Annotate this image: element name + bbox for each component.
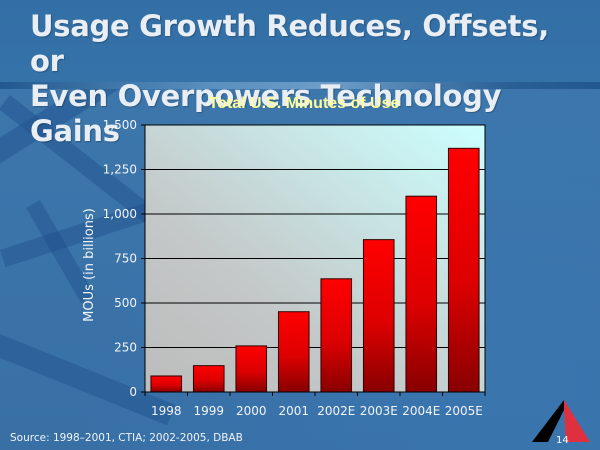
bar	[277, 311, 310, 393]
x-tick-label: 2004E	[402, 404, 440, 418]
x-tick-label: 2005E	[445, 404, 483, 418]
bar	[447, 147, 480, 393]
bar	[362, 239, 395, 393]
bar	[405, 195, 438, 393]
x-tick-label: 2002E	[317, 404, 355, 418]
bar	[192, 365, 225, 393]
y-tick-label: 1,500	[103, 118, 137, 132]
y-tick-label: 1,250	[103, 163, 137, 177]
x-tick-label: 1998	[151, 404, 182, 418]
x-tick-label: 2001	[278, 404, 309, 418]
bar	[235, 345, 268, 393]
slide-title-line-2: Even Overpowers Technology Gains	[30, 79, 502, 148]
chart-title: Total U.S. Minutes of Use	[208, 95, 400, 112]
x-tick-label: 2000	[236, 404, 267, 418]
x-tick-label: 2003E	[360, 404, 398, 418]
y-tick-label: 500	[114, 296, 137, 310]
y-tick-label: 0	[129, 385, 137, 399]
y-axis-title: MOUs (in billions)	[82, 208, 97, 322]
x-tick-label: 1999	[193, 404, 224, 418]
bar	[320, 278, 353, 393]
title-band	[0, 0, 600, 82]
y-tick-label: 750	[114, 252, 137, 266]
y-ticks: 0 250 500 750 1,000 1,250 1,500	[103, 118, 145, 399]
source-note: Source: 1998–2001, CTIA; 2002-2005, DBAB	[10, 432, 243, 444]
bar	[150, 375, 183, 393]
slide-title: Usage Growth Reduces, Offsets, or Even O…	[30, 9, 590, 149]
title-divider	[0, 82, 600, 89]
y-tick-label: 1,000	[103, 207, 137, 221]
page-number: 14	[556, 435, 569, 446]
triangle-a-logo-icon	[532, 400, 590, 442]
bars	[150, 147, 480, 393]
slide-title-line-1: Usage Growth Reduces, Offsets, or	[30, 9, 549, 78]
x-ticks: 1998 1999 2000 2001 2002E 2003E 2004E 2005E	[144, 392, 486, 418]
y-tick-label: 250	[114, 341, 137, 355]
